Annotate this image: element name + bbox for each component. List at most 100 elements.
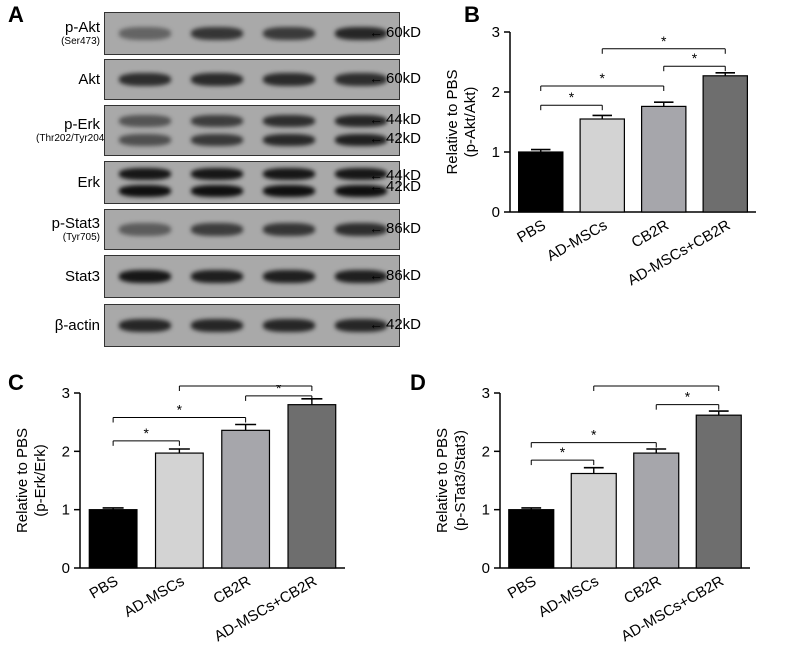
protein-name: p-Stat3 [51, 214, 100, 232]
significance-star: * [685, 389, 691, 405]
blot-row: Erk ← 44kD ← 42kD [36, 161, 421, 204]
protein-band [119, 184, 171, 197]
y-tick-label: 3 [62, 385, 70, 402]
protein-name: p-Erk [64, 115, 100, 133]
protein-band [191, 184, 243, 197]
bar [221, 429, 271, 569]
x-tick-label: CB2R [621, 573, 664, 608]
y-axis-label: Relative to PBS [14, 428, 31, 533]
x-tick-label: AD-MSCs [544, 217, 610, 265]
bar [88, 509, 138, 569]
protein-band [263, 184, 315, 197]
arrow-left-icon: ← [369, 130, 383, 146]
molecular-weight-label: 44kD [386, 111, 422, 128]
molecular-weight-label: 60kD [386, 23, 422, 41]
protein-band [119, 319, 171, 332]
protein-band [191, 270, 243, 283]
blot-row-label: Stat3 [36, 268, 100, 285]
blot-row-label: Erk [36, 174, 101, 191]
y-tick-label: 1 [62, 502, 70, 519]
protein-name: Erk [77, 174, 101, 191]
x-tick-label: AD-MSCs+CB2R [625, 217, 734, 290]
y-tick-label: 0 [62, 560, 70, 577]
panel-letter-c: C [8, 370, 24, 395]
bar [287, 404, 337, 569]
bar [633, 452, 680, 569]
y-axis-label: (p-Erk/Erk) [32, 444, 49, 517]
protein-band [119, 168, 171, 181]
y-axis-label: (p-Akt/Akt) [462, 87, 479, 158]
protein-band [335, 223, 387, 236]
significance-star: * [600, 70, 606, 86]
protein-band [335, 319, 387, 332]
protein-band [191, 319, 243, 332]
protein-band [119, 270, 171, 283]
molecular-weight-marker: ← 42kD [369, 178, 421, 195]
x-tick-label: AD-MSCs [536, 573, 602, 621]
protein-name: p-Akt [64, 18, 100, 36]
protein-band [191, 73, 243, 86]
protein-band [263, 319, 315, 332]
protein-band [119, 223, 171, 236]
bar [641, 105, 687, 213]
y-tick-label: 0 [492, 204, 500, 221]
blot-image [104, 59, 400, 100]
protein-band [335, 114, 387, 127]
phospho-site: (Tyr705) [62, 231, 100, 243]
blot-row-label: Akt [36, 71, 100, 88]
molecular-weight-marker: ← 86kD [369, 220, 421, 237]
bar [695, 414, 742, 569]
blot-row: p-Akt (Ser473) ← 60kD [36, 12, 421, 55]
protein-band [263, 223, 315, 236]
protein-band [335, 27, 387, 40]
protein-band [119, 134, 171, 147]
protein-band [263, 114, 315, 127]
significance-star: * [276, 385, 282, 396]
molecular-weight-label: 42kD [386, 178, 422, 195]
arrow-left-icon: ← [369, 178, 383, 194]
protein-band [119, 114, 171, 127]
molecular-weight-marker: ← 44kD [369, 167, 421, 184]
arrow-left-icon: ← [369, 219, 383, 236]
molecular-weight-marker: ← 60kD [369, 24, 421, 41]
arrow-left-icon: ← [369, 69, 383, 86]
molecular-weight-label: 60kD [386, 69, 422, 87]
protein-name: β-actin [54, 317, 100, 334]
y-tick-label: 2 [482, 443, 490, 460]
protein-band [191, 134, 243, 147]
panel-letter-d: D [410, 370, 426, 395]
significance-star: * [569, 89, 575, 105]
protein-band [335, 134, 387, 147]
blot-image [104, 105, 400, 156]
arrow-left-icon: ← [369, 266, 383, 283]
blot-image [104, 209, 400, 250]
molecular-weight-marker: ← 42kD [369, 316, 421, 333]
x-tick-label: PBS [514, 217, 548, 247]
protein-band [335, 73, 387, 86]
arrow-left-icon: ← [369, 167, 383, 183]
protein-band [191, 168, 243, 181]
significance-star: * [591, 427, 597, 443]
protein-band [263, 134, 315, 147]
blot-row: β-actin ← 42kD [36, 304, 421, 347]
bar [518, 151, 564, 213]
molecular-weight-label: 42kD [386, 315, 422, 333]
molecular-weight-marker: ← 60kD [369, 70, 421, 87]
x-tick-label: PBS [87, 573, 121, 603]
blot-row-label: p-Akt (Ser473) [36, 19, 100, 48]
panel-letter-a: A [8, 2, 24, 27]
y-tick-label: 1 [482, 502, 490, 519]
bar [508, 509, 555, 569]
significance-star: * [560, 444, 566, 460]
protein-band [191, 27, 243, 40]
blot-row: p-Erk (Thr202/Tyr204) ← 44kD ← 42kD [36, 105, 421, 156]
protein-band [119, 27, 171, 40]
y-tick-label: 1 [492, 144, 500, 161]
molecular-weight-label: 86kD [386, 266, 422, 284]
protein-band [335, 270, 387, 283]
blot-row-label: p-Erk (Thr202/Tyr204) [36, 115, 108, 145]
x-tick-label: CB2R [629, 217, 672, 252]
phospho-site: (Thr202/Tyr204) [36, 132, 108, 144]
phospho-site: (Ser473) [61, 35, 100, 47]
